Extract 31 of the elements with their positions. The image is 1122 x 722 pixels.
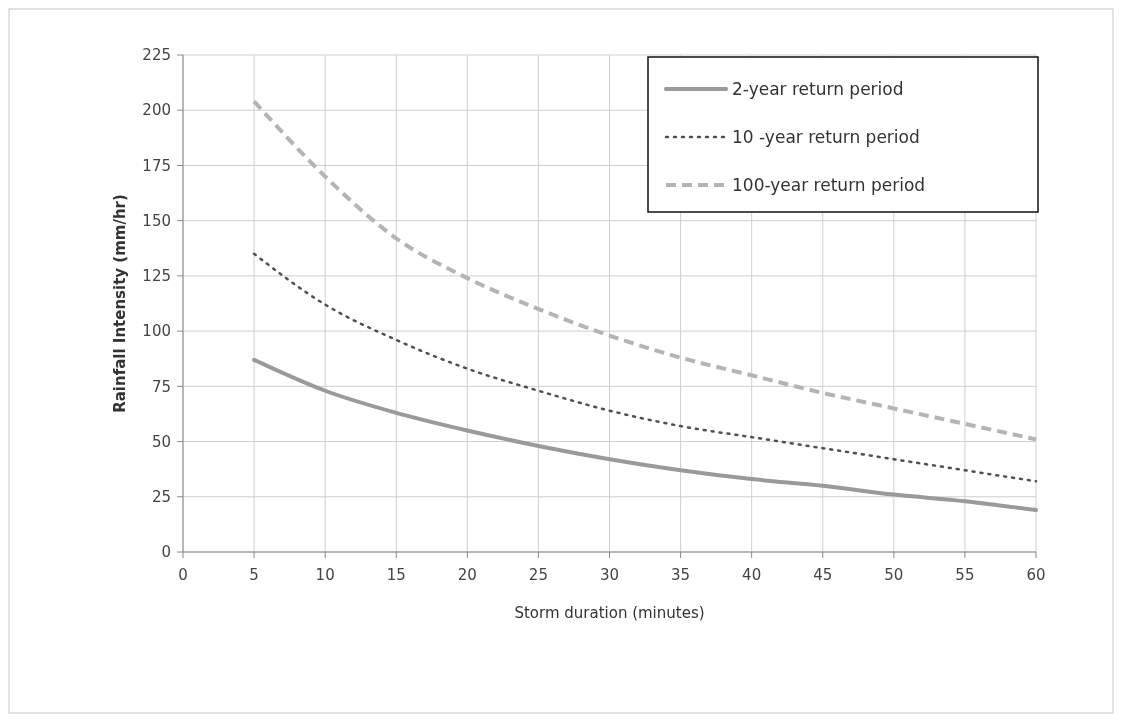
y-tick-label: 125 <box>142 267 171 286</box>
line-series <box>252 357 1038 513</box>
x-tick-label: 35 <box>671 566 691 584</box>
x-tick-label: 55 <box>955 566 975 584</box>
y-tick-label: 75 <box>151 377 171 396</box>
y-tick-label: 200 <box>142 101 171 120</box>
x-tick-label: 45 <box>813 566 833 584</box>
x-tick-label: 10 <box>315 566 335 584</box>
x-tick-label: 60 <box>1026 566 1046 584</box>
legend-label: 2-year return period <box>732 78 904 99</box>
y-axis-title: Rainfall Intensity (mm/hr) <box>111 194 129 413</box>
x-tick-label: 25 <box>528 566 548 584</box>
line-series <box>252 252 1038 483</box>
y-tick-label: 25 <box>151 488 171 507</box>
x-axis-title: Storm duration (minutes) <box>514 604 705 622</box>
legend-label: 100-year return period <box>732 174 926 195</box>
y-tick-label: 225 <box>142 46 171 65</box>
y-tick-label: 175 <box>142 156 171 175</box>
y-tick-label: 150 <box>142 211 171 230</box>
x-tick-label: 0 <box>178 566 188 584</box>
line-series <box>252 99 1038 442</box>
x-tick-label: 20 <box>457 566 477 584</box>
x-tick-label: 30 <box>599 566 620 584</box>
x-tick-label: 50 <box>884 566 904 584</box>
y-tick-label: 50 <box>151 432 171 451</box>
y-tick-label: 0 <box>161 543 171 562</box>
x-tick-label: 5 <box>249 566 259 584</box>
legend-label: 10 -year return period <box>732 126 920 147</box>
x-tick-label: 40 <box>742 566 762 584</box>
y-tick-label: 100 <box>142 322 171 341</box>
x-tick-label: 15 <box>386 566 406 584</box>
